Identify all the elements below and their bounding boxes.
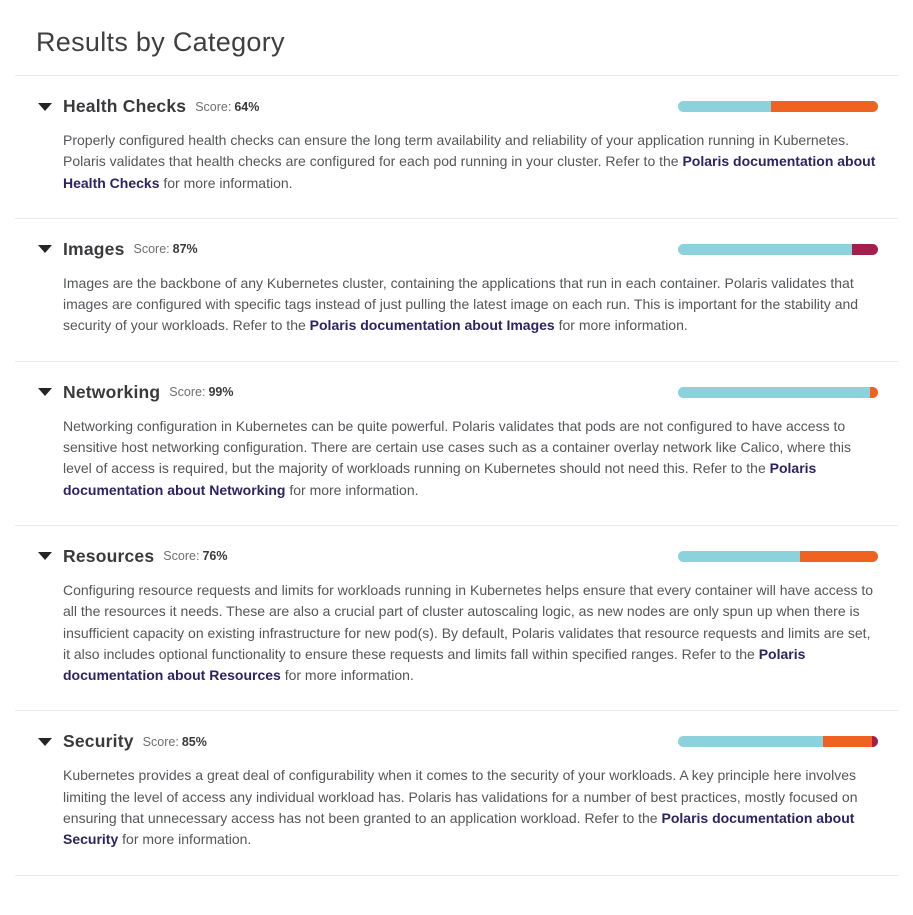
description-text: for more information. — [159, 174, 293, 191]
category-title: Security — [63, 731, 134, 752]
divider — [15, 75, 898, 76]
score-bar-segment-pass — [678, 736, 823, 748]
category-header: Images Score: 87% — [38, 239, 878, 260]
score-bar-segment-pass — [678, 550, 800, 562]
page-title: Results by Category — [36, 27, 285, 57]
divider — [15, 874, 898, 876]
score-bar-segment-warning — [870, 386, 878, 398]
score-label: Score: 99% — [169, 385, 234, 400]
category-header: Health Checks Score: 64% — [38, 96, 878, 117]
score-bar-segment-warning — [800, 550, 878, 562]
divider — [15, 360, 898, 362]
score-bar-segment-pass — [678, 386, 870, 398]
documentation-link[interactable]: Polaris documentation about Resources — [63, 645, 806, 684]
category-description: Images are the backbone of any Kubernete… — [63, 273, 878, 337]
score-label: Score: 85% — [142, 734, 207, 749]
category-header: Security Score: 85% — [38, 731, 878, 752]
category-description: Properly configured health checks can en… — [63, 130, 878, 194]
score-value: 76% — [202, 549, 228, 564]
category-title: Networking — [63, 381, 161, 402]
score-label: Score: 87% — [133, 242, 198, 257]
score-bar-segment-warning — [823, 736, 872, 748]
category-section-resources: Resources Score: 76% Configuring resource… — [15, 526, 898, 710]
score-bar-segment-danger — [872, 736, 878, 748]
category-section-networking: Networking Score: 99% Networking configur… — [15, 362, 898, 525]
description-text: Properly configured health checks can en… — [63, 132, 850, 170]
category-header: Networking Score: 99% — [38, 382, 878, 403]
description-text: Kubernetes provides a great deal of conf… — [63, 767, 858, 827]
score-bar — [678, 386, 878, 398]
score-bar — [678, 243, 878, 255]
category-section-security: Security Score: 85% Kubernetes provides a… — [15, 711, 898, 874]
description-text: for more information. — [118, 831, 252, 848]
category-description: Networking configuration in Kubernetes c… — [63, 416, 878, 501]
description-text: for more information. — [280, 667, 414, 684]
documentation-link[interactable]: Polaris documentation about Images — [309, 317, 555, 334]
score-value: 87% — [172, 242, 198, 257]
score-bar-segment-pass — [678, 101, 771, 112]
category-section-health-checks: Health Checks Score: 64% Properly configu… — [15, 76, 898, 218]
documentation-link[interactable]: Polaris documentation about Health Check… — [63, 153, 876, 191]
score-label: Score: 76% — [163, 549, 228, 564]
score-label: Score: 64% — [195, 99, 260, 114]
collapse-caret-icon[interactable] — [38, 552, 52, 561]
score-bar-segment-danger — [852, 243, 878, 255]
score-value: 99% — [208, 385, 234, 400]
divider — [15, 710, 898, 712]
description-text: for more information. — [554, 317, 688, 334]
score-value: 85% — [181, 734, 207, 749]
category-title: Images — [63, 238, 125, 259]
category-title: Resources — [63, 545, 155, 566]
divider — [15, 217, 898, 219]
collapse-caret-icon[interactable] — [38, 388, 52, 397]
score-bar — [678, 101, 878, 112]
score-bar — [678, 550, 878, 562]
score-bar-segment-pass — [678, 243, 852, 255]
collapse-caret-icon[interactable] — [38, 102, 52, 111]
description-text: for more information. — [285, 481, 419, 498]
documentation-link[interactable]: Polaris documentation about Networking — [63, 460, 817, 498]
collapse-caret-icon[interactable] — [38, 245, 52, 254]
category-description: Kubernetes provides a great deal of conf… — [63, 765, 878, 850]
score-bar-segment-warning — [771, 101, 878, 112]
collapse-caret-icon[interactable] — [38, 737, 52, 746]
divider — [15, 524, 898, 526]
description-text: Networking configuration in Kubernetes c… — [63, 417, 852, 477]
description-text: Configuring resource requests and limits… — [63, 581, 874, 662]
description-text: Images are the backbone of any Kubernete… — [63, 274, 859, 334]
category-description: Configuring resource requests and limits… — [63, 580, 878, 686]
score-bar — [678, 736, 878, 748]
category-title: Health Checks — [63, 96, 187, 116]
documentation-link[interactable]: Polaris documentation about Security — [63, 810, 855, 848]
category-section-images: Images Score: 87% Images are the backbone… — [15, 219, 898, 361]
results-by-category-panel: Results by Category Health Checks Score:… — [0, 27, 913, 876]
score-value: 64% — [234, 99, 260, 114]
category-header: Resources Score: 76% — [38, 546, 878, 567]
